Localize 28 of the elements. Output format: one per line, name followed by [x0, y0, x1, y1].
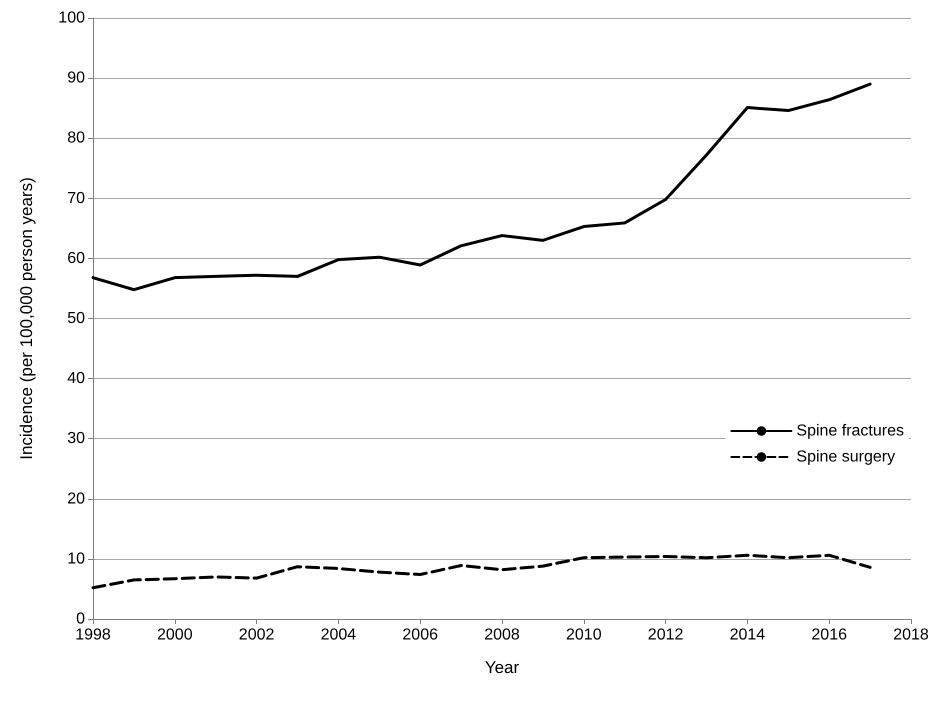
line-series	[92, 554, 872, 590]
y-tick-label: 70	[67, 190, 86, 207]
x-tick-label: 2018	[893, 626, 929, 644]
y-tick-label: 20	[67, 490, 86, 508]
x-tick-label: 1998	[75, 626, 111, 644]
x-tick-label: 2016	[811, 626, 848, 644]
x-tick-label: 2012	[648, 626, 684, 644]
x-axis-title: Year	[484, 658, 520, 677]
y-tick-label: 100	[58, 10, 86, 26]
x-tick-label: 2010	[566, 626, 602, 644]
y-tick-label: 50	[67, 310, 86, 327]
x-tick-label: 2000	[157, 626, 193, 644]
y-tick-label: 60	[67, 250, 86, 267]
x-tick-label: 2006	[402, 626, 438, 644]
x-tick-label: 2014	[730, 626, 766, 644]
x-tick-label: 2002	[238, 626, 274, 644]
y-tick-label: 90	[67, 70, 86, 87]
y-tick-label: 30	[67, 430, 86, 448]
line-series	[92, 82, 872, 292]
legend-label: Spine surgery	[796, 448, 896, 466]
legend-label: Spine fractures	[796, 422, 904, 440]
y-tick-label: 0	[76, 610, 86, 628]
x-tick-label: 2008	[484, 626, 520, 644]
y-axis-title: Incidence (per 100,000 person years)	[17, 177, 36, 460]
y-tick-label: 40	[67, 370, 86, 388]
y-tick-label: 10	[67, 550, 86, 568]
x-tick-label: 2004	[320, 626, 356, 644]
y-tick-label: 80	[67, 130, 86, 147]
